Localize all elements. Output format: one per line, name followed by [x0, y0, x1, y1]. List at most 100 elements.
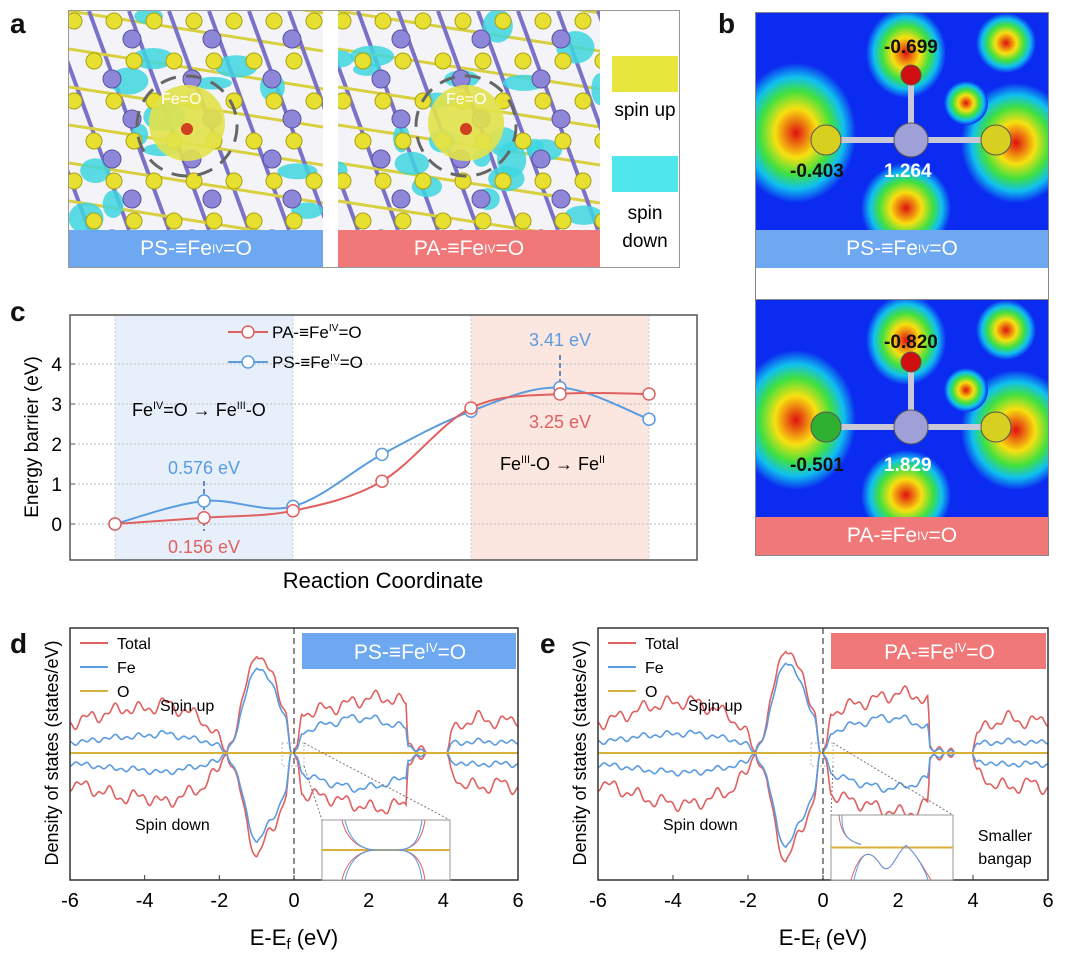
- superscript: IV: [329, 323, 339, 334]
- pa-banner-b: PA-≡Fe IV =O: [756, 517, 1048, 555]
- note-text: Smaller: [978, 828, 1033, 845]
- s-atom: [305, 92, 323, 110]
- o-atom: [900, 64, 922, 86]
- inset-curve: [853, 844, 929, 881]
- s-atom: [354, 212, 372, 230]
- fe-atom: [122, 189, 142, 209]
- panel-label-d: d: [10, 628, 28, 659]
- s-atom: [434, 52, 452, 70]
- s-atom: [69, 172, 83, 190]
- legend-label: PS-≡FeIV=O: [272, 353, 363, 372]
- title-banner: [831, 633, 1046, 669]
- x-tick-label: 6: [512, 890, 523, 912]
- o-atom: [900, 351, 922, 373]
- text-part: Fe: [132, 400, 153, 420]
- note-text: bangap: [978, 851, 1031, 868]
- s-atom: [394, 132, 412, 150]
- fe-atom: [262, 69, 282, 89]
- fe-atom: [531, 69, 551, 89]
- text-part: PA-≡Fe: [884, 641, 954, 664]
- fe-atom: [893, 122, 929, 158]
- s-atom: [225, 172, 243, 190]
- title-banner: [302, 633, 516, 669]
- legend-marker: [241, 325, 255, 339]
- x-tick-label: -2: [210, 890, 228, 912]
- superscript: III: [521, 454, 530, 466]
- fe-atom: [282, 29, 302, 49]
- fe-atom: [102, 149, 122, 169]
- s-atom: [125, 212, 143, 230]
- s-atom: [205, 52, 223, 70]
- plot-frame: [69, 314, 698, 561]
- legend-label: Fe: [117, 660, 136, 677]
- annotation: 0.576 eV: [168, 458, 240, 478]
- x-axis-label: E-Ef (eV): [779, 925, 868, 953]
- bond: [287, 11, 323, 110]
- x-tick-label: -6: [61, 890, 79, 912]
- pa-charge-density-map: -0.820 -0.501 1.829: [756, 300, 1048, 517]
- s-atom: [225, 12, 243, 30]
- legend-label: PA-≡FeIV=O: [272, 323, 362, 342]
- label-part: (eV): [291, 925, 339, 950]
- x-tick-label: 0: [288, 890, 299, 912]
- s-atom: [85, 52, 103, 70]
- legend-marker: [241, 355, 255, 369]
- panel-a-frame: [68, 10, 680, 268]
- s-atom: [245, 132, 263, 150]
- bond: [69, 169, 91, 230]
- spin-down-lobe: [102, 190, 124, 219]
- s-atom: [338, 92, 352, 110]
- x-tick-label: 6: [1042, 890, 1053, 912]
- s-atom: [374, 92, 392, 110]
- spin-down-lobe: [131, 47, 175, 70]
- data-point: [197, 511, 211, 525]
- s-atom: [810, 411, 842, 443]
- s-atom: [125, 52, 143, 70]
- s-atom: [980, 124, 1012, 156]
- legend-label: Total: [645, 636, 679, 653]
- s-atom: [534, 172, 552, 190]
- fe-charge: 1.829: [884, 455, 932, 476]
- superscript: II: [599, 454, 605, 466]
- banner-text: PS-≡Fe: [846, 237, 918, 260]
- x-tick-label: 0: [817, 890, 828, 912]
- pa-banner: PA-≡Fe IV =O: [338, 230, 600, 267]
- fe-charge: 1.264: [884, 161, 932, 182]
- superscript: IV: [426, 641, 438, 655]
- s-atom: [69, 92, 83, 110]
- spin-down-label: spin down: [606, 200, 684, 256]
- fe-atom: [471, 29, 491, 49]
- s-atom: [105, 12, 123, 30]
- zoom-connector: [830, 765, 834, 816]
- spin-up-label: Spin up: [688, 698, 742, 715]
- fe-atom: [202, 189, 222, 209]
- data-point: [375, 474, 389, 488]
- fe-atom: [202, 29, 222, 49]
- region-label: FeIII-O → FeII: [500, 454, 605, 474]
- x-tick-label: 2: [892, 890, 903, 912]
- annotation: 3.25 eV: [529, 412, 591, 432]
- s-atom: [374, 12, 392, 30]
- data-point: [108, 517, 122, 531]
- s-atom: [165, 212, 183, 230]
- s-atom: [980, 411, 1012, 443]
- s-atom: [414, 172, 432, 190]
- label-part: E-E: [250, 925, 287, 950]
- banner-text: =O: [929, 237, 958, 260]
- s-atom: [165, 52, 183, 70]
- spin-up-swatch: [612, 56, 678, 92]
- highlight-circle: [135, 74, 239, 178]
- x-tick-label: -2: [739, 890, 757, 912]
- spin-down-lobe: [80, 158, 111, 184]
- s-atom: [810, 124, 842, 156]
- y-tick-label: 4: [51, 355, 62, 376]
- s-atom: [265, 92, 283, 110]
- banner-text: PA-≡Fe: [846, 524, 918, 547]
- s-atom: [494, 12, 512, 30]
- density-blob: [944, 81, 988, 125]
- density-blob: [861, 450, 951, 517]
- text-part: PS-≡Fe: [354, 641, 426, 664]
- s-atom: [185, 172, 203, 190]
- s-atom: [454, 12, 472, 30]
